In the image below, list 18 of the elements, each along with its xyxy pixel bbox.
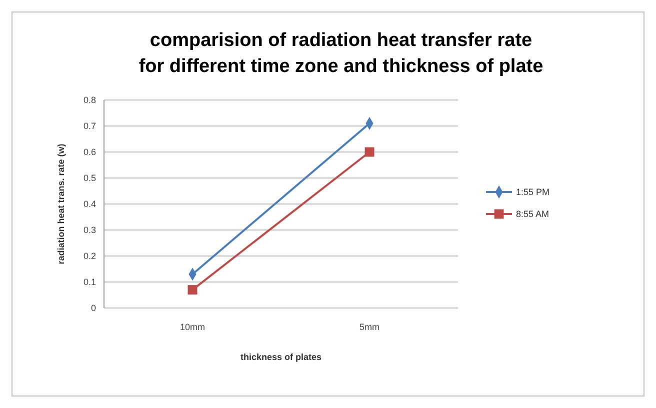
- y-tick-label: 0.1: [83, 276, 96, 287]
- y-tick-label: 0.8: [83, 94, 96, 105]
- y-axis-title: radiation heat trans. rate (w): [56, 144, 66, 264]
- legend-label: 1:55 PM: [516, 186, 550, 197]
- legend-label: 8:55 AM: [516, 208, 550, 219]
- point: [364, 147, 374, 157]
- y-tick-label: 0.6: [83, 146, 96, 157]
- y-tick-label: 0.5: [83, 172, 96, 183]
- point: [188, 285, 198, 295]
- x-tick-label: 10mm: [180, 322, 206, 332]
- chart-title: comparision of radiation heat transfer rate for different time zone and thickness of plate: [138, 30, 544, 77]
- y-tick-label: 0.7: [83, 120, 96, 131]
- y-tick-label: 0.4: [83, 198, 96, 209]
- x-tick-label: 5mm: [360, 322, 380, 332]
- y-tick-label: 0.3: [83, 224, 96, 235]
- y-tick-label: 0.2: [83, 250, 96, 261]
- x-axis-title: thickness of plates: [240, 352, 322, 362]
- y-tick-label: 0: [90, 302, 96, 313]
